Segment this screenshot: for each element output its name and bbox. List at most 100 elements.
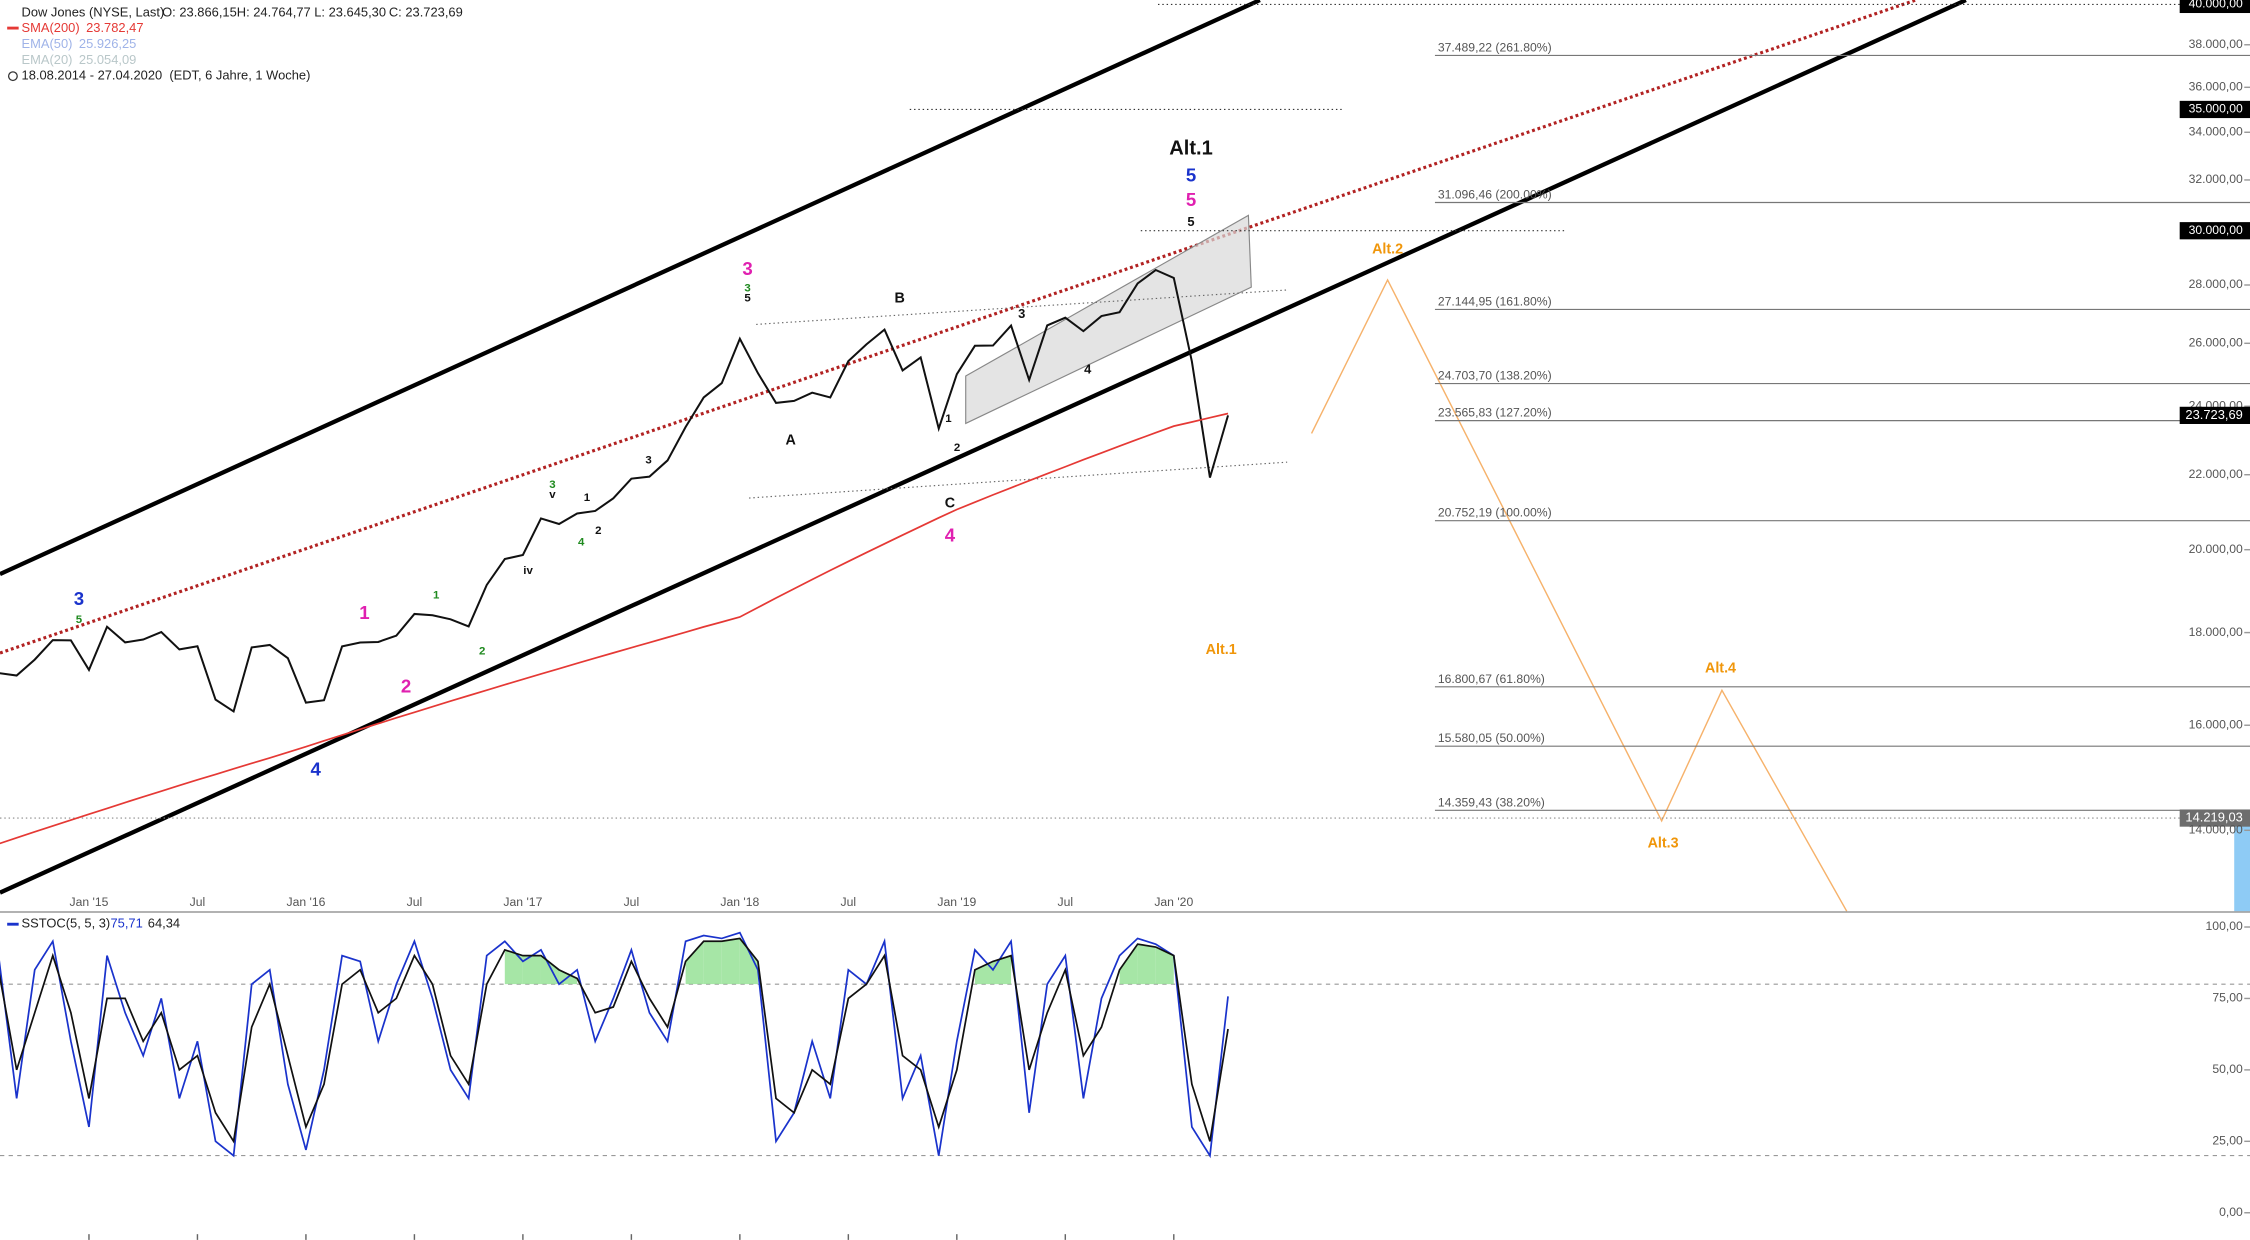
y-tick-label: 36.000,00 xyxy=(2189,80,2243,94)
x-tick-label: Jan '17 xyxy=(503,895,542,909)
wave-label: B xyxy=(895,290,905,306)
series-line xyxy=(0,931,1229,1159)
price-label: 14.219,03 xyxy=(2185,809,2242,824)
legend-swatch xyxy=(7,922,19,926)
fib-label: 23.565,83 (127.20%) xyxy=(1438,406,1552,420)
trendline-red xyxy=(0,0,1917,655)
wave-label: Alt.1 xyxy=(1169,138,1213,160)
wave-label: 3 xyxy=(645,455,651,467)
fib-label: 14.359,43 (38.20%) xyxy=(1438,795,1545,809)
x-tick-label: Jan '15 xyxy=(70,895,109,909)
wave-label: 5 xyxy=(1187,214,1194,229)
y-tick-label: 75,00 xyxy=(2212,991,2243,1005)
wave-label: Alt.2 xyxy=(1372,242,1403,258)
stoch-k: 75,71 xyxy=(110,916,142,931)
wave-label: iv xyxy=(523,565,533,577)
series-line xyxy=(0,412,1229,845)
wave-label: 2 xyxy=(401,675,411,696)
ohlc: L: 23.645,30 xyxy=(314,4,386,19)
x-tick-label: Jan '18 xyxy=(720,895,759,909)
scroll-bar xyxy=(2234,825,2250,912)
wave-label: 4 xyxy=(311,759,322,780)
y-tick-box xyxy=(2179,100,2250,119)
header: Dow Jones (NYSE, Last) O: 23.866,15 H: 2… xyxy=(7,4,463,931)
triangle-channel xyxy=(965,214,1252,425)
wave-label: v xyxy=(549,489,556,501)
stoch-fill xyxy=(974,961,993,985)
y-tick-label: 25,00 xyxy=(2212,1134,2243,1148)
x-tick-label: Jan '20 xyxy=(1154,895,1193,909)
y-tick-label: 50,00 xyxy=(2212,1062,2243,1076)
price-box xyxy=(2179,809,2250,827)
y-tick-box xyxy=(2179,222,2250,240)
marks xyxy=(0,3,2250,1240)
y-tick-label: 0,00 xyxy=(2219,1205,2243,1219)
stoch-fill xyxy=(1155,947,1174,985)
wave-label: C xyxy=(945,496,955,512)
x-tick-label: Jan '19 xyxy=(937,895,976,909)
channel-lower xyxy=(0,0,1967,895)
fib-label: 24.703,70 (138.20%) xyxy=(1438,369,1552,383)
subtitle: (EDT, 6 Jahre, 1 Woche) xyxy=(169,68,310,83)
ohlc: O: 23.866,15 xyxy=(162,4,237,19)
x-tick-label: Jul xyxy=(407,895,423,909)
wave-label: Alt.4 xyxy=(1705,661,1736,677)
y-tick-label: 22.000,00 xyxy=(2189,467,2243,481)
stoch-fill xyxy=(1137,944,1156,985)
forecast-path xyxy=(1310,278,1848,912)
wave-label: 4 xyxy=(1084,362,1092,377)
x-tick-label: Jul xyxy=(624,895,640,909)
wave-label: Alt.1 xyxy=(1206,642,1237,658)
series-line xyxy=(0,937,1229,1144)
y-tick-label: 16.000,00 xyxy=(2189,717,2243,731)
y-tick-label: 40.000,00 xyxy=(2189,0,2243,11)
labels: 37.489,22 (261.80%)31.096,46 (200.00%)27… xyxy=(70,0,2250,1219)
legend-name: EMA(50) xyxy=(22,36,73,51)
y-tick-label: 35.000,00 xyxy=(2189,102,2243,116)
legend-value: 23.782,47 xyxy=(86,20,143,35)
wave-label: 5 xyxy=(1186,189,1196,210)
stoch-d: 64,34 xyxy=(148,916,180,931)
stoch-fill xyxy=(703,941,722,985)
stoch-fill xyxy=(739,938,758,985)
wave-label: 3 xyxy=(549,479,555,491)
wave-label: 4 xyxy=(945,525,956,546)
wave-label: Alt.3 xyxy=(1648,836,1679,852)
ohlc: H: 24.764,77 xyxy=(237,4,311,19)
fib-label: 16.800,67 (61.80%) xyxy=(1438,672,1545,686)
wave-label: A xyxy=(785,432,795,448)
fib-label: 31.096,46 (200.00%) xyxy=(1438,188,1552,202)
last-price-label: 23.723,69 xyxy=(2185,407,2242,422)
stoch-fill xyxy=(504,949,523,985)
y-tick-label: 26.000,00 xyxy=(2189,336,2243,350)
last-price-box xyxy=(2179,406,2250,424)
fib-label: 37.489,22 (261.80%) xyxy=(1438,40,1552,54)
y-tick-label: 38.000,00 xyxy=(2189,37,2243,51)
dotted-line xyxy=(749,461,1288,499)
fib-label: 27.144,95 (161.80%) xyxy=(1438,294,1552,308)
x-tick-label: Jul xyxy=(841,895,857,909)
clock-icon xyxy=(7,71,18,82)
wave-label: 3 xyxy=(742,258,752,279)
stoch-fill xyxy=(685,941,704,985)
legend-value: 25.926,25 xyxy=(79,36,136,51)
ohlc: C: 23.723,69 xyxy=(389,4,463,19)
legend-name: SMA(200) xyxy=(22,20,80,35)
x-tick-label: Jul xyxy=(1058,895,1074,909)
wave-label: 2 xyxy=(954,442,960,454)
fib-label: 20.752,19 (100.00%) xyxy=(1438,506,1552,520)
y-tick-box xyxy=(2179,0,2250,14)
legend-value: 25.054,09 xyxy=(79,52,136,67)
y-tick-label: 32.000,00 xyxy=(2189,172,2243,186)
wave-label: 3 xyxy=(1018,306,1025,321)
y-tick-label: 100,00 xyxy=(2206,919,2243,933)
x-tick-label: Jan '16 xyxy=(286,895,325,909)
title: Dow Jones (NYSE, Last) xyxy=(22,4,165,19)
wave-label: 2 xyxy=(479,646,485,658)
x-tick-label: Jul xyxy=(190,895,206,909)
stoch-title: SSTOC(5, 5, 3) xyxy=(22,916,111,931)
y-tick-label: 14.000,00 xyxy=(2189,823,2243,837)
wave-label: 5 xyxy=(744,293,751,305)
wave-label: 5 xyxy=(76,614,83,626)
